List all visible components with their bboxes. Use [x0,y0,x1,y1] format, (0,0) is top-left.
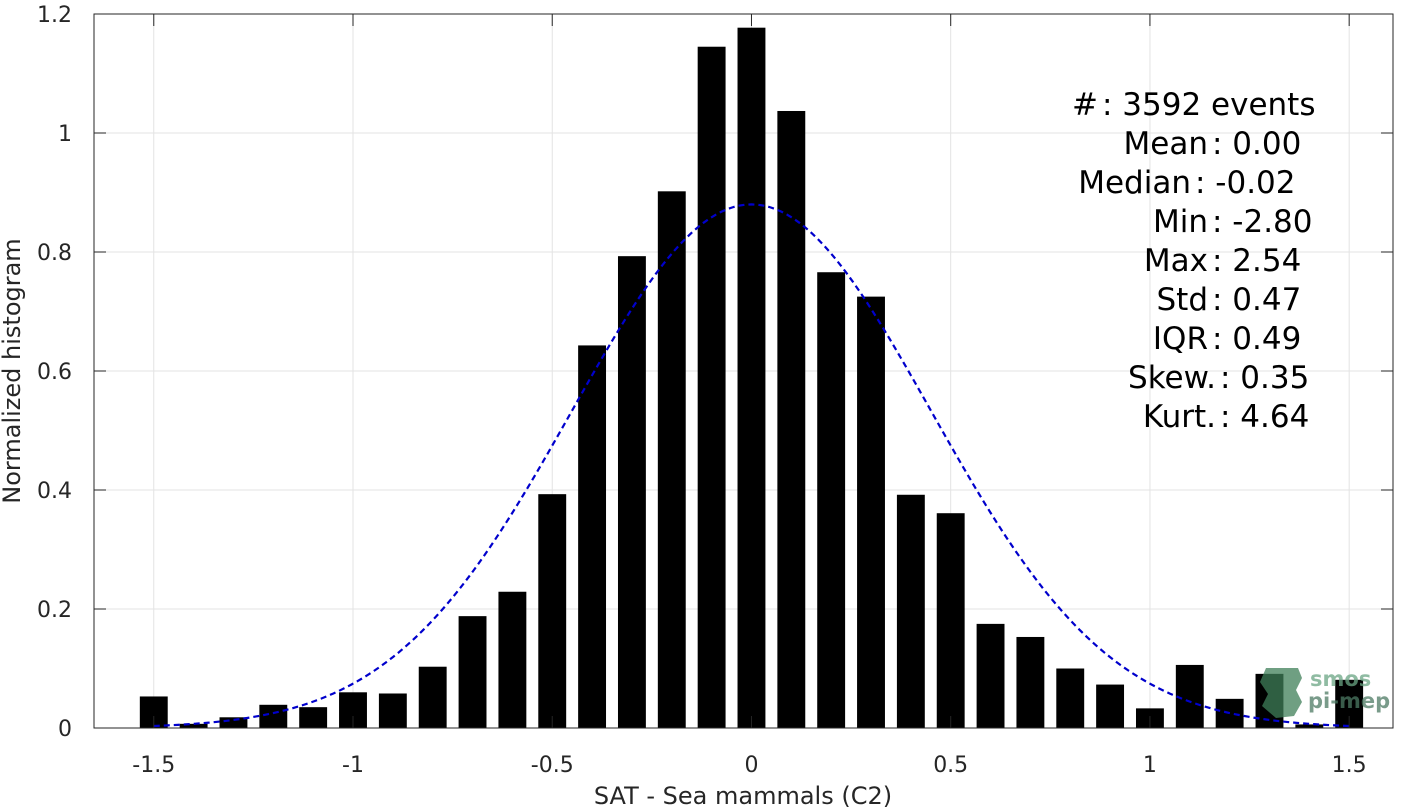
stat-value: : -2.80 [1212,204,1313,240]
histogram-bar [896,494,925,728]
histogram-bar [378,693,407,728]
stat-value: : -0.02 [1195,165,1296,201]
axis-ticks [94,13,1393,729]
histogram-bar [179,723,208,728]
stat-value: : 4.64 [1220,399,1309,435]
stat-value: : 0.49 [1212,321,1301,357]
x-tick-label: -0.5 [531,753,574,778]
histogram-bar [737,27,766,729]
histogram-bar [777,110,806,729]
stat-value: : 3592 events [1102,87,1316,123]
histogram-bar [259,704,288,728]
x-tick-label: 0.5 [933,753,968,778]
histogram-bar [697,46,726,729]
y-tick-label: 0 [58,717,72,742]
histogram-bar [1295,724,1324,728]
logo-line-2: pi-mep [1308,689,1390,713]
histogram-bar [538,494,567,728]
histogram-bar [458,616,487,728]
histogram-bar [1056,668,1085,728]
stat-value: : 0.00 [1212,126,1301,162]
histogram-bar [1175,664,1204,728]
histogram-bar [817,272,846,728]
histogram-bar [418,666,447,728]
stat-label: Median [1078,165,1191,201]
histogram-bar [936,513,965,728]
histogram-bar [219,717,248,728]
y-tick-label: 0.8 [37,241,72,266]
histogram-bar [617,256,646,728]
logo-line-1: smos [1310,667,1371,691]
y-tick-labels: 0 0.2 0.4 0.6 0.8 1 1.2 [37,3,72,742]
histogram-bar [976,623,1005,728]
stat-label: Std [1156,282,1208,318]
histogram-bar [857,296,885,728]
stat-label: Mean [1124,126,1208,162]
histogram-bar [1016,636,1045,728]
histogram-bar [498,591,527,728]
y-tick-label: 0.4 [37,479,72,504]
stat-value: : 2.54 [1212,243,1301,279]
stat-value: : 0.47 [1212,282,1301,318]
x-tick-labels: -1.5 -1 -0.5 0 0.5 1 1.5 [132,753,1366,778]
y-axis-title: Normalized histogram [0,238,26,503]
stat-label: # [1072,87,1098,123]
stat-value: : 0.35 [1220,360,1309,396]
stat-label: Max [1144,243,1208,279]
histogram-bar [578,345,607,728]
y-tick-label: 1.2 [37,3,72,28]
x-tick-label: 1.5 [1332,753,1367,778]
y-tick-label: 0.2 [37,598,72,623]
x-tick-label: 1 [1143,753,1157,778]
y-tick-label: 0.6 [37,360,72,385]
histogram-bar [1096,684,1125,728]
stat-label: Skew. [1128,360,1216,396]
gaussian-fit-curve [153,203,1350,728]
smos-pi-mep-logo: smos pi-mep [1260,667,1390,718]
logo-map-shape [1260,668,1302,718]
x-tick-label: -1 [342,753,364,778]
histogram-bar [657,191,686,728]
y-tick-label: 1 [58,122,72,147]
stat-label: IQR [1153,321,1208,357]
stat-label: Kurt. [1143,399,1216,435]
x-tick-label: 0 [744,753,758,778]
histogram-bar [299,707,328,728]
x-axis-title: SAT - Sea mammals (C2) [594,782,892,809]
x-tick-label: -1.5 [132,753,175,778]
stat-label: Min [1153,204,1208,240]
